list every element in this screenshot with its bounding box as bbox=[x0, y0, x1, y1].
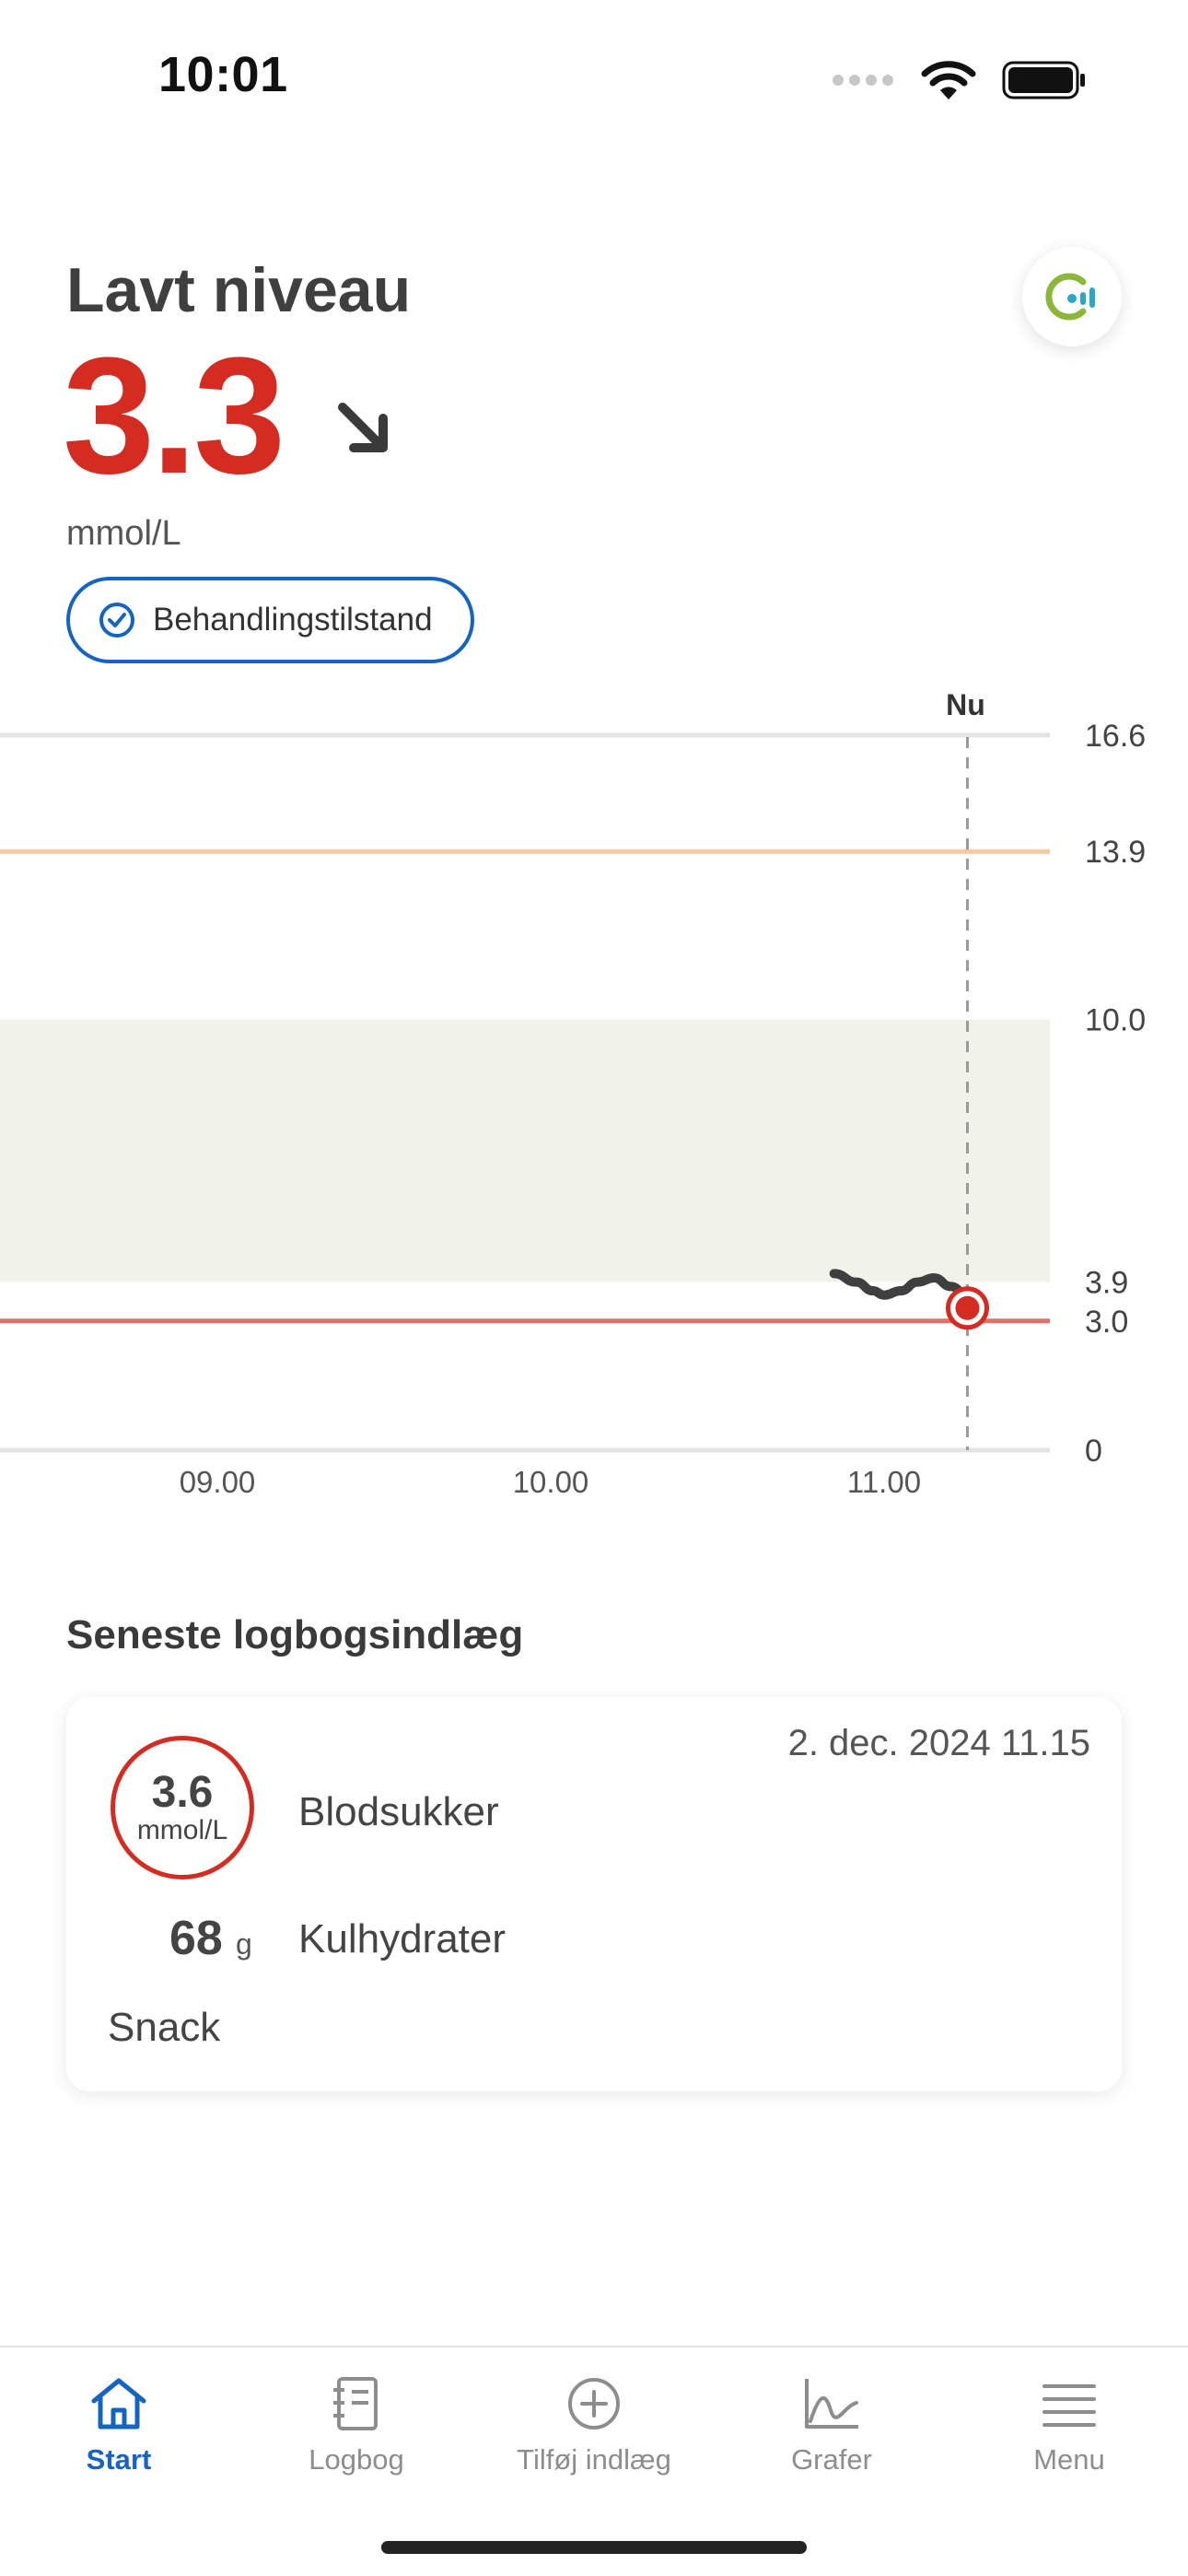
status-time: 10:01 bbox=[158, 47, 288, 102]
tab-label: Menu bbox=[1033, 2443, 1105, 2476]
glucose-value: 3.3 bbox=[63, 323, 285, 509]
tab-label: Logbog bbox=[309, 2443, 404, 2476]
y-tick-label: 3.0 bbox=[1085, 1305, 1128, 1340]
tab-label: Tilføj indlæg bbox=[517, 2443, 671, 2476]
carb-label: Kulhydrater bbox=[298, 1916, 507, 1961]
add-circle-icon bbox=[568, 2378, 620, 2430]
tab-logbog[interactable]: Logbog bbox=[238, 2375, 475, 2476]
tab-label: Start bbox=[86, 2443, 152, 2476]
tab-start[interactable]: Start bbox=[0, 2375, 238, 2476]
y-tick-label: 10.0 bbox=[1085, 1003, 1146, 1038]
x-tick-label: 11.00 bbox=[847, 1465, 921, 1499]
now-label: Nu bbox=[946, 688, 985, 721]
check-circle-icon bbox=[99, 603, 134, 638]
status-icons bbox=[831, 57, 1087, 103]
arrow-down-right-icon bbox=[338, 403, 388, 452]
tab-bar: Start Logbog Tilføj indlæg Grafer bbox=[0, 2346, 1188, 2576]
glucose-series-line bbox=[829, 1269, 973, 1300]
blood-glucose-badge: 3.6 mmol/L bbox=[111, 1736, 254, 1879]
tab-menu[interactable]: Menu bbox=[950, 2375, 1188, 2476]
carb-unit: g bbox=[236, 1927, 252, 1961]
logbook-entry-card[interactable]: 2. dec. 2024 11.15 3.6 mmol/L Blodsukker… bbox=[66, 1697, 1122, 2091]
app-logo-icon bbox=[1045, 273, 1095, 321]
home-icon bbox=[91, 2378, 146, 2430]
current-reading-marker bbox=[955, 1295, 980, 1320]
y-tick-label: 16.6 bbox=[1085, 719, 1146, 754]
treatment-status-label: Behandlingstilstand bbox=[153, 602, 433, 638]
cellular-signal-icon bbox=[833, 75, 893, 86]
x-tick-label: 10.00 bbox=[513, 1465, 589, 1499]
tab-label: Grafer bbox=[791, 2443, 872, 2476]
bg-unit: mmol/L bbox=[136, 1815, 228, 1845]
wifi-icon bbox=[921, 61, 976, 100]
treatment-status-button[interactable]: Behandlingstilstand bbox=[66, 577, 474, 663]
bg-label: Blodsukker bbox=[298, 1789, 499, 1834]
glucose-chart: Nu 16.6 13.9 10.0 3.9 3.0 0 09.00 10.00 11.00 bbox=[0, 688, 1146, 1499]
y-tick-label: 0 bbox=[1085, 1434, 1102, 1469]
entry-date: 2. dec. 2024 11.15 bbox=[787, 1723, 1090, 1763]
notebook-icon bbox=[333, 2377, 378, 2430]
y-tick-label: 13.9 bbox=[1085, 835, 1146, 870]
carb-amount: 68 bbox=[169, 1912, 223, 1965]
x-tick-label: 09.00 bbox=[180, 1465, 256, 1499]
graph-icon bbox=[805, 2379, 858, 2429]
level-title: Lavt niveau bbox=[66, 255, 412, 325]
section-title: Seneste logbogsindlæg bbox=[66, 1612, 524, 1657]
app-logo-button[interactable] bbox=[1022, 247, 1122, 346]
tab-grafer[interactable]: Grafer bbox=[713, 2375, 950, 2476]
meal-label: Snack bbox=[108, 2005, 221, 2050]
home-indicator bbox=[381, 2541, 807, 2554]
target-range-band bbox=[0, 1019, 1050, 1282]
y-tick-label: 3.9 bbox=[1085, 1266, 1128, 1301]
tab-add-entry[interactable]: Tilføj indlæg bbox=[475, 2375, 713, 2476]
bg-value: 3.6 bbox=[151, 1768, 214, 1817]
unit-label: mmol/L bbox=[66, 514, 181, 553]
menu-icon bbox=[1042, 2384, 1096, 2427]
battery-icon bbox=[1002, 61, 1085, 100]
